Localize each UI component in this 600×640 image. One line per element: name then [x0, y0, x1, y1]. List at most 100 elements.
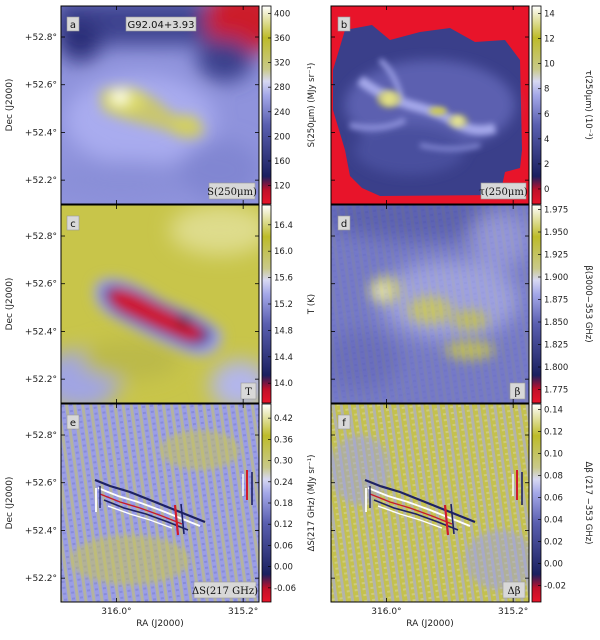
y-tick-label: +52.6° — [25, 479, 57, 489]
panel-c-map-badge — [240, 382, 257, 400]
colorbar-label-b: τ(250μm) (10⁻³) — [583, 70, 593, 140]
colorbar-tick-label: 240 — [274, 108, 290, 118]
colorbar-tick-label: 1.975 — [544, 206, 568, 216]
colorbar-tick-label: 12 — [544, 35, 555, 45]
colorbar-tick-label: 1.825 — [544, 341, 568, 351]
panel-f — [331, 404, 529, 602]
panel-d-id-badge — [337, 215, 351, 231]
colorbar-tick-label: 1.950 — [544, 228, 568, 238]
colorbar-tick-label: 0.42 — [274, 414, 293, 424]
panel-b-map-badge — [480, 182, 527, 200]
panel-c-map-label: T — [245, 387, 252, 398]
panel-f-id-badge — [337, 414, 351, 430]
colorbar-tick-label: 0.24 — [274, 478, 293, 488]
y-tick-label: +52.8° — [25, 232, 57, 242]
colorbar-label-e: ΔS(217 GHz) (MJy sr⁻¹) — [307, 455, 317, 552]
colorbar-tick-label: 0.06 — [544, 494, 563, 504]
y-axis-label-row1: Dec (J2000) — [5, 79, 15, 132]
colorbar-tick-label: 0.36 — [274, 435, 293, 445]
y-tick-label: +52.2° — [25, 375, 57, 385]
panel-f-map-label: Δβ — [507, 586, 520, 597]
colorbar-tick-label: 0.00 — [544, 560, 563, 570]
x-tick-label: 315.2° — [498, 607, 528, 617]
x-axis-label-col2: RA (J2000) — [406, 619, 454, 629]
y-tick-label: +52.6° — [25, 280, 57, 290]
y-axis-label-row3: Dec (J2000) — [5, 477, 15, 530]
colorbar-tick-label: 120 — [274, 182, 290, 192]
colorbar-tick-label: 0.02 — [544, 538, 563, 548]
y-tick-label: +52.4° — [25, 526, 57, 536]
colorbar-tick-label: 15.2 — [274, 300, 293, 310]
colorbar-tick-label: 2 — [544, 160, 549, 170]
colorbar-tick-label: 14.0 — [274, 379, 293, 389]
colorbar-tick-label: 0.30 — [274, 457, 293, 467]
colorbar-tick-label: 1.925 — [544, 251, 568, 261]
colorbar-tick-label: 16.0 — [274, 247, 293, 257]
colorbar-tick-label: 4 — [544, 135, 549, 145]
colorbar-tick-label: 1.900 — [544, 273, 568, 283]
colorbar-tick-label: -0.06 — [274, 584, 296, 594]
panel-e-id-badge — [66, 414, 80, 430]
panel-c — [61, 205, 259, 403]
panel-a-id-badge — [66, 16, 80, 32]
colorbar-tick-label: 1.875 — [544, 296, 568, 306]
panel-e — [61, 404, 259, 602]
panel-b-map-label: τ(250μm) — [479, 187, 528, 198]
colorbar-tick-label: 360 — [274, 34, 290, 44]
colorbar-tick-label: 1.775 — [544, 386, 568, 396]
colorbar-tick-label: 14.4 — [274, 353, 293, 363]
panel-e-frame — [60, 403, 260, 603]
colorbar-label-c: T (K) — [307, 294, 317, 315]
y-tick-label: +52.8° — [25, 431, 57, 441]
colorbar-tick-label: 0 — [544, 185, 549, 195]
panel-b-frame — [330, 5, 530, 205]
y-tick-label: +52.2° — [25, 574, 57, 584]
colorbar-label-f: Δβ (217 −353 GHz) — [583, 462, 593, 545]
colorbar-tick-label: 14 — [544, 10, 555, 20]
field-label: G92.04+3.93 — [127, 20, 194, 31]
panel-d-id: d — [341, 219, 347, 230]
colorbar-tick-label: 0.06 — [274, 541, 293, 551]
panel-d — [331, 205, 529, 403]
panel-d-map-label: β — [515, 387, 521, 398]
x-axis-label-col1: RA (J2000) — [136, 619, 184, 629]
y-tick-label: +52.2° — [25, 176, 57, 186]
colorbar-tick-label: 0.18 — [274, 499, 293, 509]
panel-f-id: f — [342, 418, 346, 429]
colorbar-tick-label: 16.4 — [274, 221, 293, 231]
panel-f-features — [364, 470, 523, 536]
y-tick-label: +52.8° — [25, 33, 57, 43]
panel-c-id-badge — [66, 215, 80, 231]
colorbar-tick-label: 0.00 — [274, 563, 293, 573]
colorbar-f — [531, 403, 542, 603]
panel-a — [61, 6, 259, 204]
panel-e-id: e — [70, 418, 76, 429]
colorbar-tick-label: 1.800 — [544, 363, 568, 373]
colorbar-tick-label: 160 — [274, 157, 290, 167]
panel-b — [331, 6, 529, 204]
colorbar-tick-label: 6 — [544, 110, 549, 120]
colorbar-tick-label: -0.02 — [544, 582, 566, 592]
colorbar-tick-label: 0.12 — [274, 520, 293, 530]
panel-e-map-label: ΔS(217 GHz) — [192, 586, 258, 597]
panel-e-features — [94, 470, 253, 536]
panel-a-map-badge — [208, 182, 256, 200]
colorbar-label-a: S(250μm) (MJy sr⁻¹) — [307, 63, 317, 148]
panel-a-map-label: S(250μm) — [207, 187, 257, 198]
panel-b-id-badge — [337, 16, 351, 32]
panel-c-id: c — [70, 219, 76, 230]
colorbar-tick-label: 0.10 — [544, 450, 563, 460]
y-tick-label: +52.4° — [25, 327, 57, 337]
y-tick-label: +52.4° — [25, 128, 57, 138]
y-tick-label: +52.6° — [25, 81, 57, 91]
panel-f-map-badge — [502, 581, 526, 599]
panel-d-map-badge — [509, 382, 526, 400]
colorbar-tick-label: 280 — [274, 83, 290, 93]
colorbar-tick-label: 8 — [544, 85, 549, 95]
colorbar-tick-label: 10 — [544, 60, 555, 70]
panel-c-frame — [60, 204, 260, 404]
colorbar-b — [531, 5, 542, 205]
colorbar-tick-label: 1.850 — [544, 318, 568, 328]
